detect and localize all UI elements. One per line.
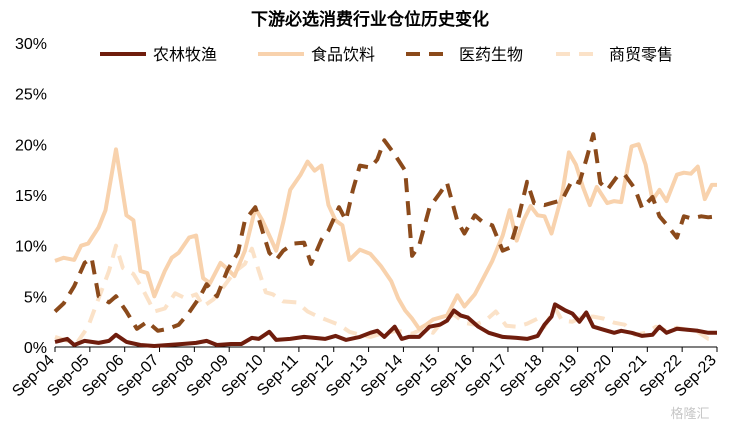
chart-title: 下游必选消费行业仓位历史变化 <box>251 9 489 30</box>
chart-series <box>53 132 718 348</box>
y-tick-label: 25% <box>15 87 47 104</box>
y-tick-label: 30% <box>15 36 47 53</box>
x-axis: Sep-04Sep-05Sep-06Sep-07Sep-08Sep-09Sep-… <box>9 346 720 400</box>
watermark-text: 格隆汇 <box>670 406 709 422</box>
series-line <box>53 132 718 333</box>
legend: 农林牧渔 食品饮料 医药生物 商贸零售 <box>100 45 673 64</box>
y-tick-label: 20% <box>15 137 47 154</box>
y-axis-ticks: 0% 5% 10% 15% 20% 25% 30% <box>15 36 47 357</box>
legend-label: 食品饮料 <box>311 45 375 64</box>
series-line <box>54 302 717 348</box>
series-line <box>54 142 717 331</box>
legend-label: 医药生物 <box>459 45 523 64</box>
y-tick-label: 5% <box>24 289 47 306</box>
series-line <box>54 243 718 344</box>
y-tick-label: 15% <box>15 188 47 205</box>
legend-label: 农林牧渔 <box>153 45 217 64</box>
y-tick-label: 10% <box>15 239 47 256</box>
y-tick-label: 0% <box>24 340 47 357</box>
legend-label: 商贸零售 <box>609 45 673 64</box>
